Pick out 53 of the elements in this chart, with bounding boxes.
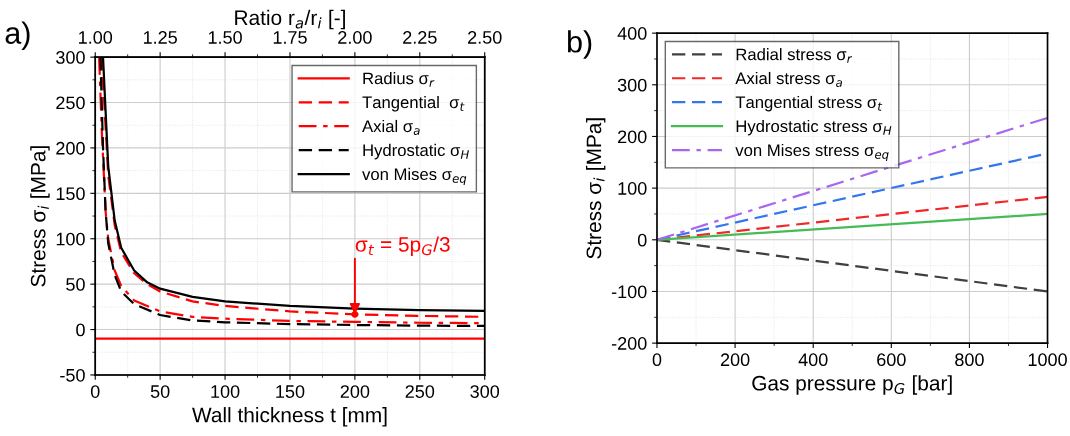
x-tick-label: 200 (340, 385, 370, 398)
legend-label: Axial stress σ$_{a}$ (735, 71, 842, 87)
x-tick-label: 150 (276, 385, 305, 398)
x2-tick-label: 2.25 (403, 31, 437, 44)
x-axis-title: Gas pressure p$_{G}$ [bar] (752, 375, 952, 395)
legend-label: Tangential σ$_{t}$ (362, 95, 465, 112)
y-tick-label: -50 (60, 368, 85, 382)
x2-tick-label: 1.50 (208, 31, 242, 44)
text: a) (5, 21, 30, 50)
legend-label: Hydrostatic stress σ$_{H}$ (736, 119, 892, 136)
y-tick-label: -100 (611, 285, 647, 299)
y-tick-label: 100 (618, 182, 647, 195)
x2-axis-title: Ratio r$_{a}$/r$_{i}$ [-] (235, 9, 345, 30)
x2-tick-label: 2.50 (468, 31, 502, 44)
x2-tick-label: 1.25 (143, 31, 177, 44)
x-tick-label: 800 (955, 353, 984, 367)
y-tick-label: 200 (618, 130, 647, 144)
x-tick-label: 600 (877, 353, 906, 367)
legend-label: Axial σ$_{a}$ (362, 119, 420, 135)
x-tick-label: 50 (150, 385, 170, 398)
y-axis-title: Stress σ$_{i}$ [MPa] (30, 146, 50, 287)
x2-tick-label: 1.00 (79, 31, 113, 44)
y-axis-title: Stress σ$_{i}$ [MPa] (585, 118, 606, 259)
x-tick-label: 300 (470, 385, 500, 398)
y-tick-label: 300 (617, 78, 647, 92)
y-tick-label: 100 (56, 232, 85, 246)
y-tick-label: 200 (56, 141, 85, 155)
text: b) (568, 30, 592, 59)
annotation: σ$_{t}$ = 5p$_{G}$/3 (355, 236, 450, 256)
y-tick-label: -200 (611, 337, 647, 350)
x2-tick-label: 1.75 (273, 31, 307, 44)
y-tick-label: 50 (66, 278, 85, 291)
y-tick-label: 300 (56, 51, 85, 64)
x2-tick-label: 2.00 (338, 31, 372, 44)
x-axis-title: Wall thickness t [mm] (192, 407, 387, 427)
legend-label: Radius σ$_{r}$ (363, 72, 435, 87)
legend-label: von Mises σ$_{eq}$ (362, 167, 467, 186)
y-tick-label: 250 (56, 96, 85, 110)
x-tick-label: 400 (798, 353, 828, 367)
x-tick-label: 0 (652, 353, 662, 367)
x-tick-label: 0 (90, 385, 100, 398)
y-tick-label: 0 (637, 233, 647, 247)
y-tick-label: 400 (617, 27, 647, 40)
legend-label: von Mises stress σ$_{eq}$ (735, 143, 889, 162)
x-tick-label: 1000 (1028, 353, 1067, 367)
legend-label: Tangential stress σ$_{t}$ (735, 95, 883, 112)
y-tick-label: 0 (76, 323, 85, 337)
x-tick-label: 250 (405, 385, 435, 398)
legend-label: Radial stress σ$_{r}$ (736, 48, 853, 63)
y-tick-label: 150 (56, 187, 85, 201)
legend-label: Hydrostatic σ$_{H}$ (363, 143, 469, 160)
x-tick-label: 200 (720, 353, 750, 367)
x-tick-label: 100 (211, 385, 240, 398)
